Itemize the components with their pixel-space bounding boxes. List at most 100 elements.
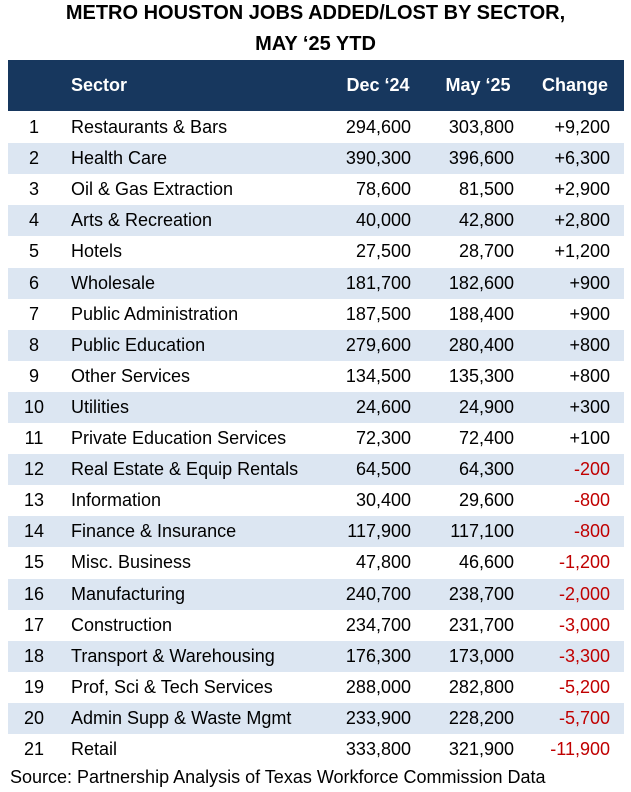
table-cell: +900 [569, 303, 610, 324]
table-cell: 2 [28, 148, 39, 169]
table-cell: 7 [28, 303, 39, 324]
title-line: METRO HOUSTON JOBS ADDED/LOST BY SECTOR, [65, 2, 566, 24]
table-cell: 16 [23, 583, 45, 604]
table-cell: 72,400 [458, 428, 514, 448]
table-cell: Arts & Recreation [71, 210, 213, 231]
table-cell: Information [71, 490, 162, 511]
table-cell: 46,600 [458, 552, 514, 573]
table-cell: Restaurants & Bars [71, 117, 228, 137]
table-row: 12 Real Estate & Equip Rentals 64,500 64,30… [8, 454, 624, 486]
table-cell: Finance & Insurance [71, 521, 237, 542]
table-cell: Public Administration [71, 303, 239, 324]
table-cell: 173,000 [448, 645, 514, 666]
table-cell: Oil & Gas Extraction [71, 179, 234, 200]
table-cell: 64,300 [458, 459, 514, 480]
table-cell: 64,500 [355, 459, 411, 480]
title-line: MAY ‘25 YTD [255, 33, 376, 55]
header-cell: May ‘25 [445, 75, 511, 95]
table-row: 9 Other Services 134,500 135,300 +800 [8, 361, 624, 392]
table-cell: +2,800 [554, 210, 610, 231]
header-cell: Sector [71, 75, 128, 95]
table-cell: 24,900 [458, 396, 514, 417]
table-cell: -5,200 [558, 676, 610, 697]
table-cell: 3 [28, 179, 39, 200]
table-cell: 396,600 [448, 148, 514, 169]
table-cell: 321,900 [448, 739, 514, 759]
table-cell: 333,800 [345, 739, 411, 759]
table-cell: 228,200 [448, 707, 514, 728]
table-row: 1 Restaurants & Bars 294,600 303,800 +9,200 [8, 112, 624, 143]
table-row: 18 Transport & Warehousing 176,300 173,000 -… [8, 640, 624, 672]
table-cell: 78,600 [355, 179, 411, 200]
table-cell: 30,400 [355, 490, 411, 511]
table-cell: 18 [23, 645, 45, 666]
table-cell: +800 [569, 365, 610, 386]
table-cell: -800 [573, 490, 610, 511]
table-cell: -200 [573, 459, 610, 480]
table-row: 19 Prof, Sci & Tech Services 288,000 282,80… [8, 672, 624, 703]
table-cell: -800 [573, 521, 610, 542]
table-row: 14 Finance & Insurance 117,900 117,100 -800 [8, 516, 624, 548]
source-note: Source: Partnership Analysis of Texas Wo… [10, 767, 546, 787]
table-cell: 81,500 [458, 179, 514, 200]
table-row: 20 Admin Supp & Waste Mgmt 233,900 228,200 -… [8, 702, 624, 734]
table-cell: 240,700 [345, 583, 411, 604]
table-row: 5 Hotels 27,500 28,700 +1,200 [8, 236, 624, 267]
table-cell: 135,300 [448, 365, 514, 386]
table-cell: 29,600 [458, 490, 514, 511]
table-cell: 13 [23, 490, 45, 511]
table-cell: Real Estate & Equip Rentals [71, 459, 299, 480]
table-cell: 231,700 [448, 614, 514, 635]
table-cell: 280,400 [448, 334, 514, 355]
table-cell: 288,000 [345, 676, 411, 697]
table-cell: 10 [23, 396, 45, 417]
table-cell: +100 [569, 428, 610, 448]
table-cell: Utilities [71, 396, 130, 417]
header-cell: Change [541, 75, 608, 95]
table-cell: +900 [569, 272, 610, 293]
table-cell: 9 [28, 365, 39, 386]
table-cell: 233,900 [345, 707, 411, 728]
table-cell: 294,600 [345, 117, 411, 137]
table-row: 7 Public Administration 187,500 188,400 +900 [8, 299, 624, 330]
table-cell: 234,700 [345, 614, 411, 635]
table-cell: 187,500 [345, 303, 411, 324]
table-cell: Health Care [71, 148, 168, 169]
table-cell: 238,700 [448, 583, 514, 604]
table-cell: 20 [23, 707, 45, 728]
table-cell: Admin Supp & Waste Mgmt [71, 707, 292, 728]
table-cell: 188,400 [448, 303, 514, 324]
table-cell: 28,700 [458, 241, 514, 262]
table-cell: Wholesale [71, 272, 156, 293]
table-cell: 117,900 [347, 521, 411, 542]
table-cell: 182,600 [448, 272, 514, 293]
table-cell: 282,800 [448, 676, 514, 697]
table-cell: -3,000 [558, 614, 610, 635]
table-cell: -1,200 [558, 552, 610, 573]
table-cell: -3,300 [558, 645, 610, 666]
table-cell: 21 [23, 739, 45, 759]
table-cell: +2,900 [554, 179, 610, 200]
table-cell: 5 [28, 241, 39, 262]
table-row: 15 Misc. Business 47,800 46,600 -1,200 [8, 547, 624, 578]
table-cell: Transport & Warehousing [71, 645, 275, 666]
table-row: 10 Utilities 24,600 24,900 +300 [8, 391, 624, 423]
table-cell: +1,200 [554, 241, 610, 262]
table-cell: Prof, Sci & Tech Services [71, 676, 273, 697]
table-row: 21 Retail 333,800 321,900 -11,900 [8, 734, 624, 765]
table-cell: 72,300 [355, 428, 411, 448]
table-cell: 14 [23, 521, 45, 542]
table-cell: -5,700 [558, 707, 610, 728]
table-cell: 47,800 [355, 552, 411, 573]
table-cell: 390,300 [345, 148, 411, 169]
table-cell: Retail [71, 739, 118, 759]
table-cell: 279,600 [345, 334, 411, 355]
table-cell: 134,500 [345, 365, 411, 386]
table-cell: 19 [23, 676, 45, 697]
table-row: 4 Arts & Recreation 40,000 42,800 +2,800 [8, 205, 624, 237]
table-cell: 303,800 [448, 117, 514, 137]
table-cell: Public Education [71, 334, 206, 355]
table-cell: 11 [24, 428, 44, 448]
header-cell: Dec ‘24 [346, 75, 410, 95]
table-cell: 181,700 [345, 272, 411, 293]
